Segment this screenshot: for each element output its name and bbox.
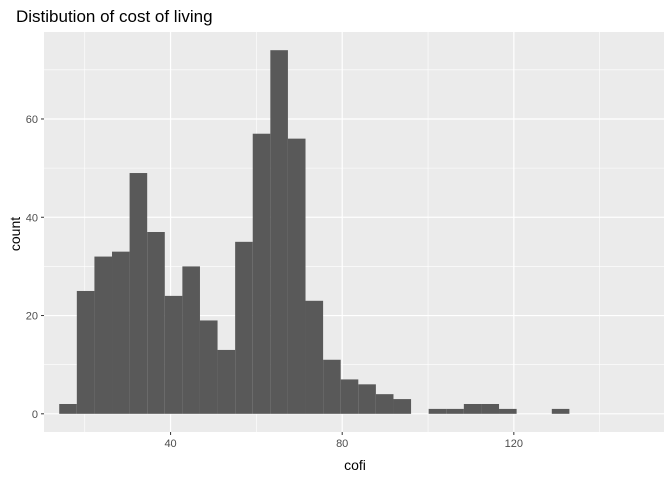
histogram-bar [499, 408, 517, 414]
histogram-bar [199, 320, 218, 414]
histogram-bar [235, 241, 253, 414]
histogram-bar [59, 403, 77, 414]
histogram-bar [147, 232, 165, 414]
histogram-bar [375, 394, 394, 414]
y-tick-label: 40 [26, 212, 38, 224]
x-tick-label: 80 [336, 438, 348, 450]
histogram-bar [393, 399, 412, 414]
histogram-bar [305, 300, 324, 414]
histogram-bar [129, 173, 148, 414]
histogram-bar [551, 408, 570, 414]
x-tick-label: 40 [164, 438, 176, 450]
histogram-bar [463, 403, 482, 414]
x-axis: 40 80 120 [164, 432, 523, 450]
histogram-bar [446, 408, 464, 414]
y-tick-label: 0 [32, 409, 38, 421]
histogram-bar [428, 408, 447, 414]
histogram-bar [164, 295, 183, 414]
histogram-bar [76, 290, 95, 414]
histogram-bar [287, 138, 306, 414]
y-axis: 0 20 40 60 [26, 114, 44, 421]
histogram-bar [217, 349, 236, 414]
chart-title: Distibution of cost of living [16, 7, 213, 26]
x-axis-label: cofi [344, 457, 366, 473]
histogram-bar [182, 266, 200, 414]
y-axis-label: count [7, 217, 23, 251]
histogram-bar [323, 359, 341, 414]
histogram-bar [270, 50, 288, 414]
histogram-bar [481, 403, 500, 414]
x-tick-label: 120 [505, 438, 523, 450]
histogram-bars [59, 50, 570, 414]
histogram-bar [94, 256, 113, 414]
y-tick-label: 20 [26, 311, 38, 323]
histogram-bar [340, 379, 359, 414]
histogram-bar [358, 384, 376, 414]
y-tick-label: 60 [26, 114, 38, 126]
histogram-bar [112, 251, 130, 414]
histogram-bar [252, 133, 271, 414]
